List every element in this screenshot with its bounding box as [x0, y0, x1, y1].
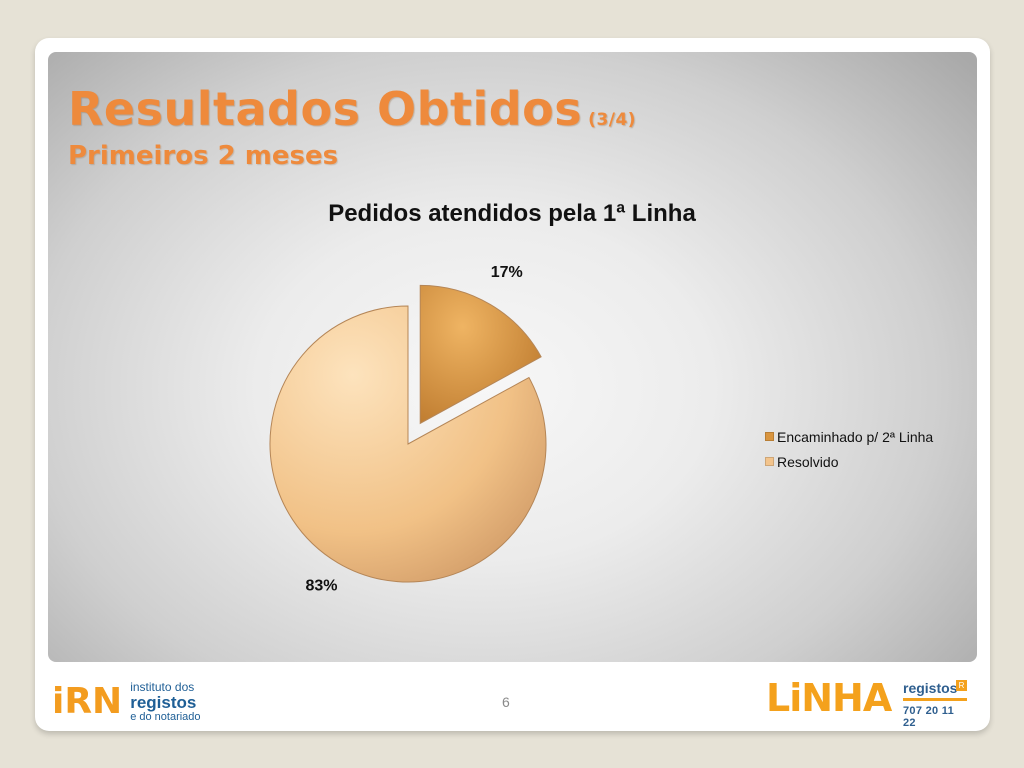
- linha-logo-word: LiNHA: [766, 676, 892, 720]
- pie-slice-0: [419, 284, 542, 425]
- page-number: 6: [502, 694, 510, 710]
- slide-subtitle: Primeiros 2 meses: [68, 141, 339, 171]
- irn-logo-mark: iRN: [52, 684, 122, 720]
- pie-slice-1: [269, 305, 547, 583]
- legend-swatch: [765, 432, 774, 441]
- irn-logo: iRN instituto dos registos e do notariad…: [52, 678, 217, 726]
- slide-title: Resultados Obtidos (3/4): [68, 82, 636, 136]
- irn-mark-text: iRN: [52, 681, 123, 722]
- linha-logo-registos: registos: [903, 680, 958, 696]
- legend-label: Resolvido: [777, 453, 839, 470]
- slide-title-part: (3/4): [588, 110, 637, 130]
- linha-logo-bar: [903, 698, 967, 701]
- slide-title-text: Resultados Obtidos: [68, 82, 583, 136]
- legend-swatch: [765, 457, 774, 466]
- pie-data-label-0: 17%: [491, 264, 523, 281]
- irn-line2: registos: [130, 692, 197, 712]
- linha-logo-phone: 707 20 11 22: [903, 705, 955, 729]
- chart-title: Pedidos atendidos pela 1ª Linha: [328, 200, 696, 227]
- irn-line1: instituto dos: [130, 679, 195, 694]
- legend-label: Encaminhado p/ 2ª Linha: [777, 428, 934, 445]
- pie-data-label-1: 83%: [305, 577, 337, 594]
- linha-logo-badge: R: [956, 680, 967, 691]
- legend-item: Resolvido: [765, 449, 933, 474]
- chart-legend: Encaminhado p/ 2ª Linha Resolvido: [765, 424, 933, 474]
- legend-item: Encaminhado p/ 2ª Linha: [765, 424, 933, 449]
- linha-logo: LiNHA registos R 707 20 11 22: [766, 676, 970, 729]
- irn-line3: e do notariado: [130, 710, 201, 723]
- irn-logo-text: instituto dos registos e do notariado: [130, 679, 201, 724]
